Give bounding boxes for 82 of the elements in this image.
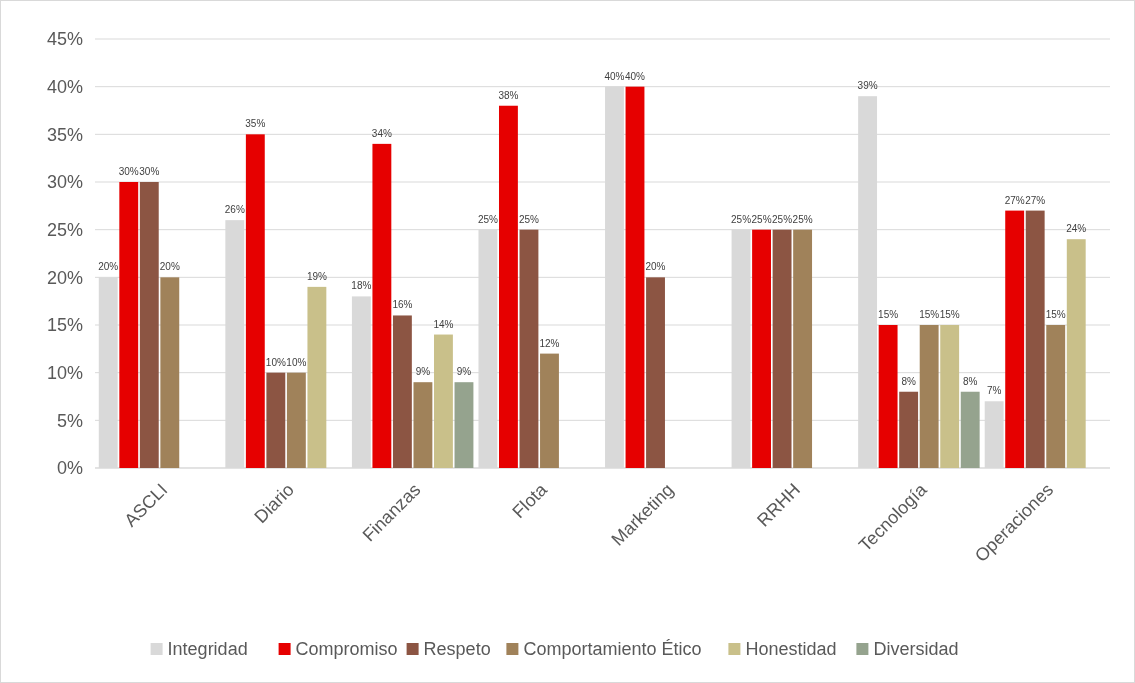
y-tick-label: 45% bbox=[46, 29, 83, 50]
data-label: 25% bbox=[772, 213, 793, 225]
bar bbox=[960, 391, 980, 468]
y-tick-label: 15% bbox=[46, 315, 83, 336]
data-label: 20% bbox=[645, 261, 666, 273]
data-label: 30% bbox=[139, 166, 160, 177]
data-label: 15% bbox=[939, 309, 960, 320]
data-label: 20% bbox=[98, 261, 119, 273]
data-label: 9% bbox=[456, 366, 472, 378]
y-tick-label: 40% bbox=[46, 76, 83, 97]
data-label: 15% bbox=[1045, 309, 1066, 320]
bar bbox=[245, 134, 265, 468]
data-label: 25% bbox=[731, 213, 752, 225]
data-label: 25% bbox=[792, 213, 813, 225]
bar bbox=[899, 391, 919, 468]
bar bbox=[160, 277, 180, 468]
bar bbox=[1066, 239, 1086, 468]
data-label: 18% bbox=[351, 280, 372, 292]
bar bbox=[772, 229, 792, 468]
data-label: 26% bbox=[224, 204, 245, 216]
y-tick-label: 10% bbox=[46, 362, 83, 383]
data-label: 25% bbox=[518, 213, 540, 225]
y-tick-label: 30% bbox=[46, 172, 83, 193]
y-tick-label: 5% bbox=[56, 410, 83, 431]
data-label: 40% bbox=[604, 70, 625, 82]
data-label: 35% bbox=[245, 118, 266, 130]
bar bbox=[919, 325, 939, 468]
bar bbox=[625, 86, 645, 468]
y-tick-label: 20% bbox=[46, 267, 83, 288]
data-label: 14% bbox=[433, 318, 454, 330]
bar bbox=[307, 286, 327, 468]
bar bbox=[793, 229, 813, 468]
data-label: 16% bbox=[392, 299, 413, 311]
bar bbox=[1025, 210, 1045, 468]
bar bbox=[499, 105, 518, 468]
bar bbox=[392, 315, 412, 468]
data-label: 12% bbox=[539, 337, 560, 349]
bar bbox=[878, 325, 898, 468]
data-label: 20% bbox=[159, 261, 180, 273]
data-label: 38% bbox=[498, 89, 519, 101]
data-label: 40% bbox=[624, 70, 646, 82]
bar bbox=[286, 372, 306, 468]
data-label: 8% bbox=[962, 375, 978, 387]
bar bbox=[540, 353, 559, 468]
data-label: 39% bbox=[857, 80, 878, 92]
data-label: 34% bbox=[371, 127, 392, 139]
y-tick-label: 35% bbox=[46, 124, 83, 145]
data-label: 10% bbox=[286, 356, 307, 368]
y-tick-label: 0% bbox=[56, 458, 83, 479]
data-label: 27% bbox=[1025, 194, 1046, 206]
bar bbox=[1046, 325, 1066, 468]
data-label: 15% bbox=[919, 309, 940, 320]
bar bbox=[454, 382, 474, 468]
bar bbox=[1005, 210, 1025, 468]
bar bbox=[119, 182, 139, 468]
data-label: 10% bbox=[265, 356, 286, 368]
legend-label: Comportamiento Ético bbox=[523, 639, 702, 660]
data-label: 25% bbox=[477, 213, 499, 225]
legend-label: Integridad bbox=[167, 639, 248, 660]
data-label: 9% bbox=[415, 366, 431, 378]
bar bbox=[413, 382, 433, 468]
bar bbox=[519, 229, 539, 468]
data-label: 8% bbox=[901, 375, 916, 387]
bar bbox=[372, 143, 392, 468]
legend-label: Respeto bbox=[423, 639, 491, 660]
bar bbox=[139, 182, 159, 468]
y-tick-label: 25% bbox=[46, 219, 83, 240]
data-label: 25% bbox=[751, 213, 772, 225]
data-label: 19% bbox=[306, 270, 327, 282]
bar bbox=[752, 229, 771, 468]
bar bbox=[940, 325, 960, 468]
bar bbox=[434, 334, 453, 468]
bar bbox=[646, 277, 665, 468]
bar bbox=[266, 372, 286, 468]
data-label: 30% bbox=[118, 166, 139, 177]
data-label: 24% bbox=[1066, 223, 1087, 235]
data-label: 7% bbox=[986, 385, 1002, 397]
data-label: 27% bbox=[1004, 194, 1025, 206]
legend-label: Diversidad bbox=[873, 639, 959, 660]
data-label: 15% bbox=[878, 309, 899, 320]
legend-label: Honestidad bbox=[745, 639, 837, 660]
legend-label: Compromiso bbox=[295, 639, 398, 660]
